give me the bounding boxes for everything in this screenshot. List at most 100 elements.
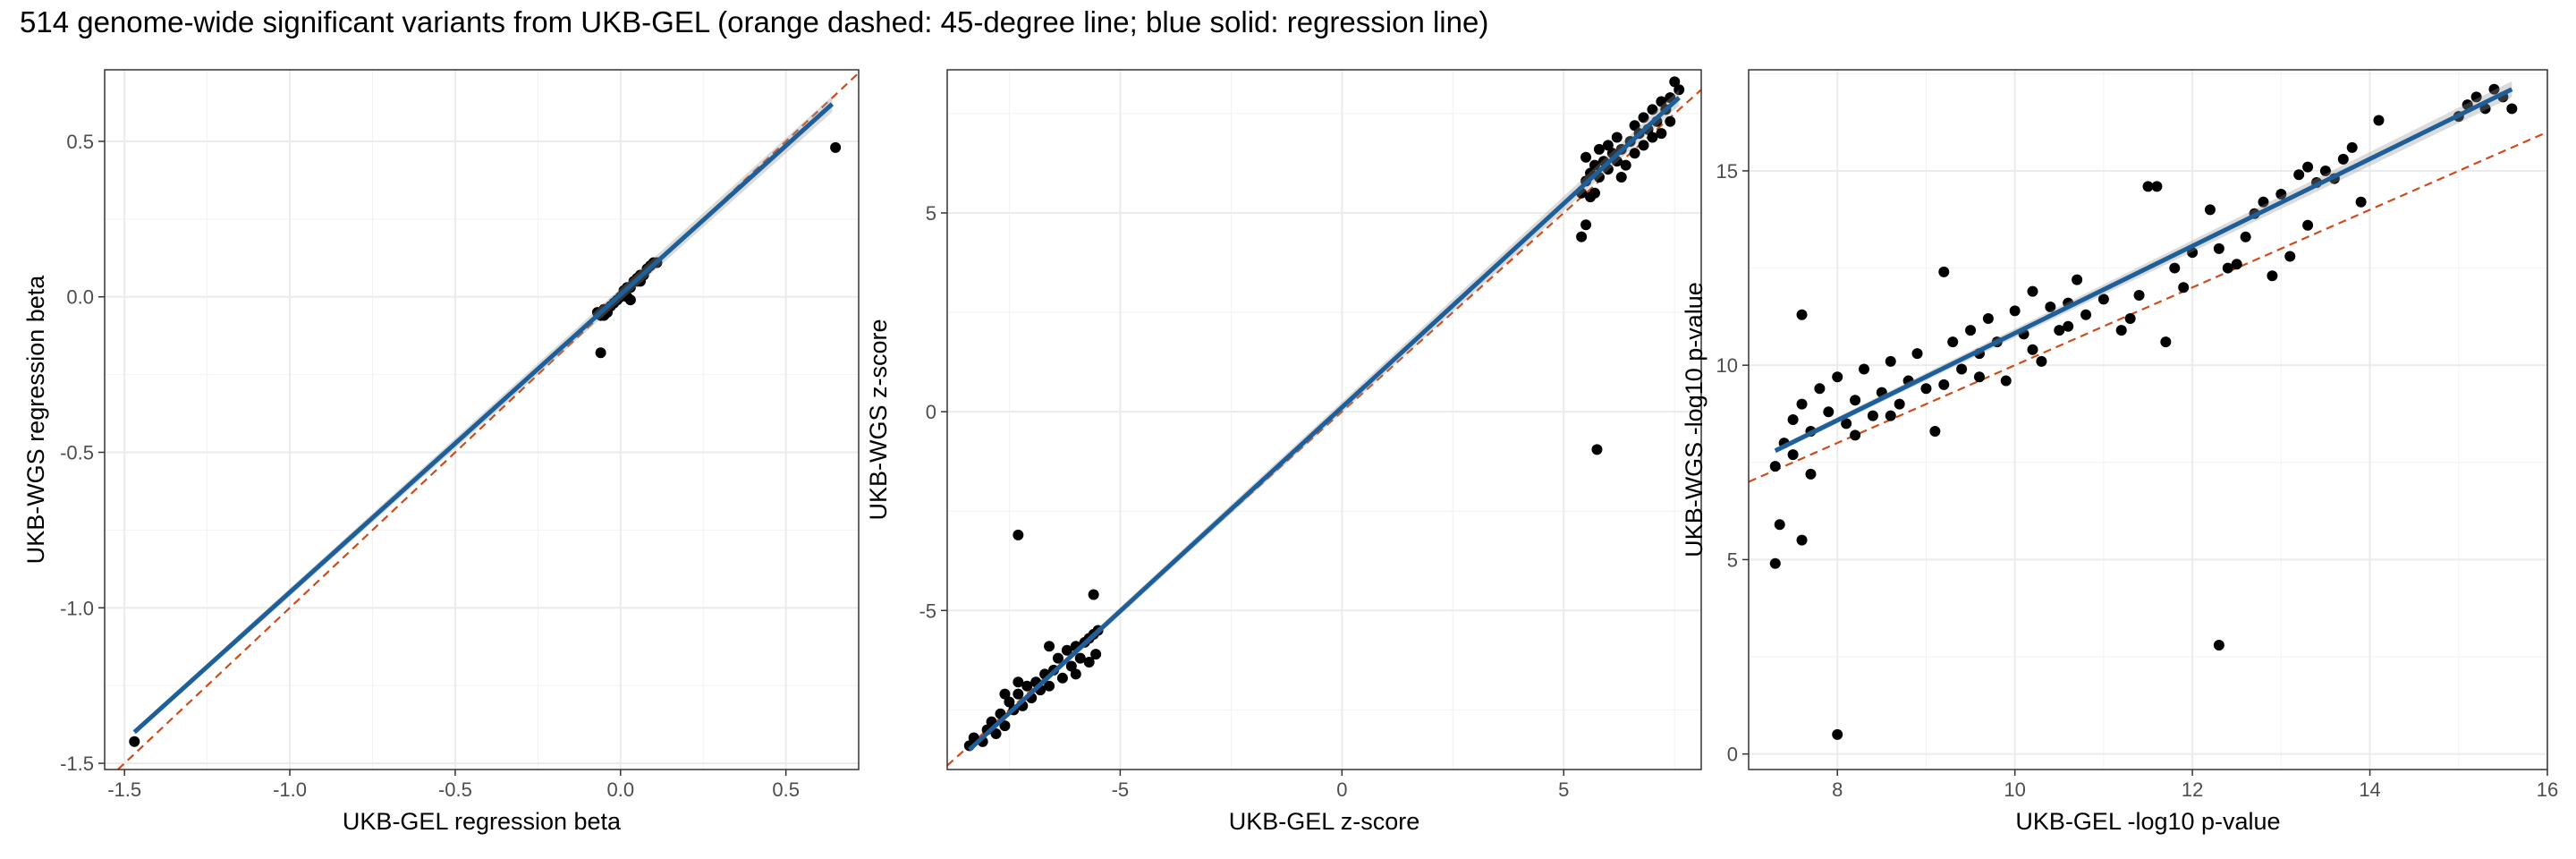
data-point	[1911, 348, 1923, 360]
data-point	[1638, 140, 1649, 151]
x-axis-label: UKB-GEL regression beta	[343, 808, 622, 835]
data-point	[2169, 262, 2181, 274]
data-point	[1938, 378, 1950, 390]
data-point	[1850, 430, 1861, 441]
regression-line	[968, 96, 1681, 752]
scatter-panel-1: -1.5 -1.0 -0.5 0.0 0.5 -1.5 -1.0 -0.5 0.0 0.5 UKB-…	[22, 69, 860, 835]
data-point	[2240, 231, 2251, 242]
data-point	[1920, 383, 1932, 395]
data-point	[1052, 652, 1063, 664]
data-point	[1593, 143, 1605, 155]
data-point	[1656, 96, 1667, 107]
y-tick-label: 0	[1727, 744, 1738, 766]
data-point	[999, 688, 1011, 700]
x-tick-label: 0.0	[606, 778, 634, 801]
data-point	[1065, 660, 1077, 672]
data-point	[1589, 159, 1600, 171]
data-point	[1774, 519, 1785, 531]
data-point	[830, 141, 842, 153]
data-point	[1074, 652, 1086, 664]
data-point	[1013, 688, 1024, 700]
y-tick-label: 10	[1716, 354, 1738, 377]
data-point	[1858, 363, 1869, 375]
data-point	[1850, 395, 1861, 406]
data-point	[2258, 196, 2269, 208]
data-point	[990, 728, 1002, 740]
data-point	[1814, 383, 1826, 395]
x-tick-label: 5	[1558, 778, 1569, 801]
data-point	[2319, 165, 2331, 176]
data-point	[1013, 676, 1024, 688]
y-tick-label: 0.5	[66, 131, 94, 153]
data-point	[129, 736, 140, 747]
data-point	[1061, 644, 1072, 656]
data-point	[2027, 344, 2038, 355]
data-point	[2133, 289, 2145, 301]
data-point	[1088, 589, 1099, 600]
data-point	[1580, 151, 1592, 163]
scatter-panel-3: 8 10 12 14 16 0 5 10 15 UKB-GEL -log10 p-value UKB…	[1681, 69, 2558, 835]
x-tick-label: 16	[2537, 778, 2558, 801]
data-point	[1070, 668, 1081, 680]
data-point	[2275, 189, 2287, 200]
data-point	[2213, 242, 2224, 254]
data-point	[622, 291, 633, 302]
data-point	[2470, 91, 2482, 103]
data-point	[1885, 355, 1896, 367]
data-point	[1004, 696, 1015, 708]
data-point	[1769, 557, 1781, 569]
x-tick-label: -5	[1112, 778, 1130, 801]
data-point	[2373, 115, 2385, 126]
data-point	[2346, 141, 2358, 153]
data-point	[2293, 169, 2305, 181]
data-point	[1013, 529, 1024, 540]
data-point	[2178, 282, 2190, 293]
data-point	[1823, 406, 1835, 418]
panel-border	[104, 69, 860, 770]
data-point	[1083, 657, 1095, 668]
data-point	[1576, 231, 1588, 242]
x-tick-label: 10	[2004, 778, 2025, 801]
data-point	[1894, 398, 1905, 410]
data-point	[1602, 140, 1614, 151]
data-point	[2000, 375, 2012, 387]
x-tick-label: 0	[1336, 778, 1347, 801]
data-point	[2222, 262, 2233, 274]
data-point	[2027, 285, 2038, 297]
x-tick-label: -0.5	[438, 778, 472, 801]
data-point	[2337, 153, 2349, 165]
panel-border	[946, 69, 1702, 770]
y-tick-label: 0.0	[66, 286, 94, 309]
y-tick-label: 15	[1716, 160, 1738, 183]
data-point	[1805, 468, 1817, 480]
x-tick-label: -1.5	[107, 778, 141, 801]
data-point	[1929, 426, 1941, 438]
data-point	[2124, 313, 2136, 325]
data-point	[2213, 639, 2224, 651]
x-tick-label: 14	[2359, 778, 2380, 801]
data-point	[2151, 181, 2163, 192]
data-point	[2355, 196, 2367, 208]
data-point	[2054, 325, 2065, 336]
y-tick-label: -0.5	[60, 441, 94, 464]
data-point	[2302, 219, 2314, 231]
data-point	[2488, 83, 2500, 95]
data-point	[2506, 103, 2518, 115]
data-point	[999, 720, 1011, 732]
y-tick-label: 5	[926, 202, 936, 225]
data-point	[1629, 148, 1640, 159]
data-point	[1867, 410, 1878, 421]
data-point	[2045, 302, 2056, 313]
data-point	[1056, 672, 1068, 684]
data-point	[1947, 336, 1959, 348]
data-point	[1611, 132, 1623, 143]
x-tick-label: 12	[2182, 778, 2203, 801]
y-tick-label: 0	[926, 401, 936, 423]
data-point	[1647, 104, 1658, 115]
data-point	[1841, 418, 1852, 430]
data-point	[1982, 313, 1994, 325]
y-axis-label: UKB-WGS regression beta	[22, 275, 49, 565]
data-point	[2115, 325, 2127, 336]
data-point	[1589, 187, 1600, 199]
